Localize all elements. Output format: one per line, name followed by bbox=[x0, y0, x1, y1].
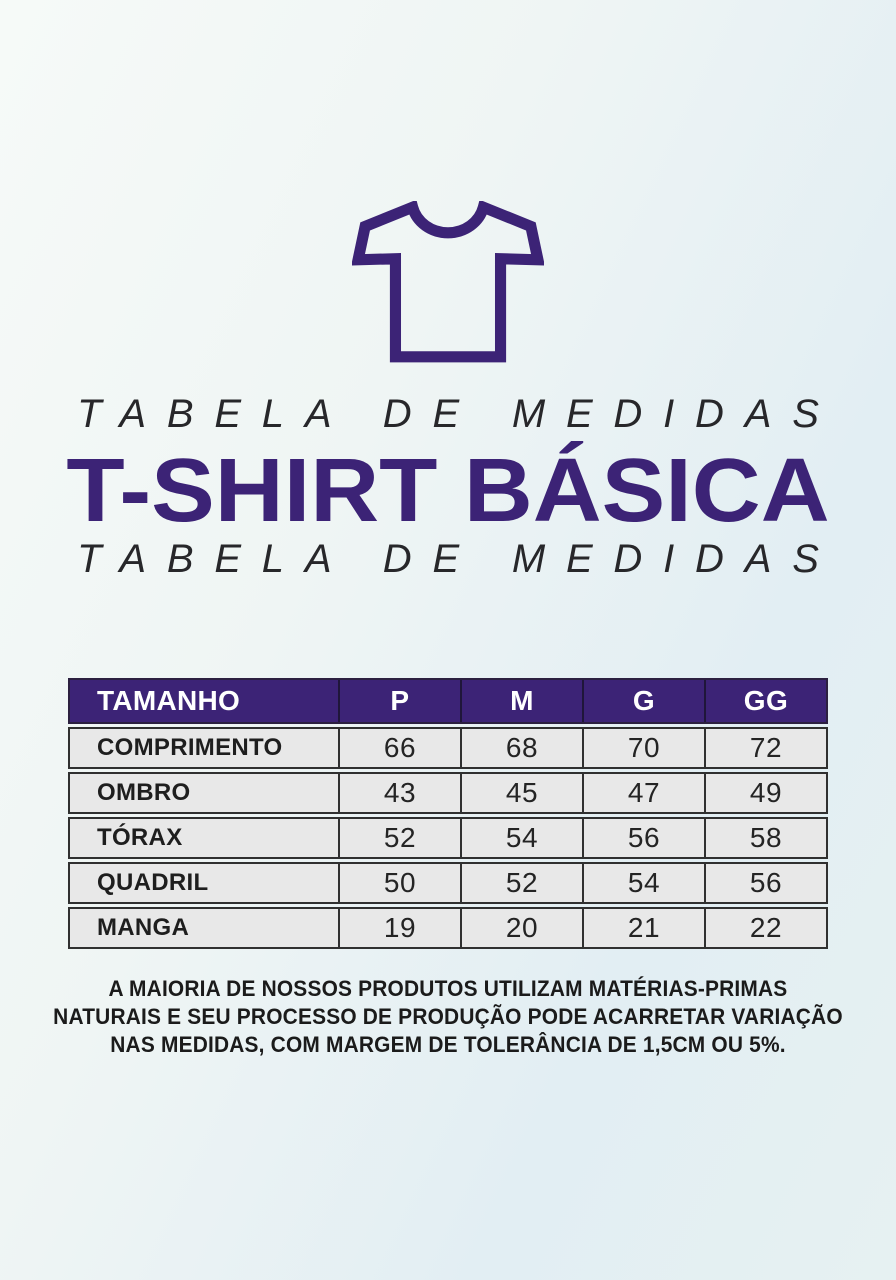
row-label: OMBRO bbox=[97, 779, 191, 806]
size-table: TAMANHO P M G GG COMPRIMENTO 66 68 70 72… bbox=[68, 678, 828, 952]
table-row-comprimento: COMPRIMENTO 66 68 70 72 bbox=[68, 727, 828, 769]
table-row-torax: TÓRAX 52 54 56 58 bbox=[68, 817, 828, 859]
subtitle-top: TABELA DE MEDIDAS bbox=[77, 392, 840, 436]
cell-value: 68 bbox=[460, 729, 582, 767]
cell-value: 20 bbox=[460, 909, 582, 947]
column-header-m: M bbox=[460, 680, 582, 722]
subtitle-bottom: TABELA DE MEDIDAS bbox=[77, 537, 840, 581]
cell-value: 72 bbox=[704, 729, 826, 767]
cell-value: 22 bbox=[704, 909, 826, 947]
cell-value: 58 bbox=[704, 819, 826, 857]
cell-value: 52 bbox=[338, 819, 460, 857]
cell-value: 49 bbox=[704, 774, 826, 812]
column-header-g: G bbox=[582, 680, 704, 722]
cell-value: 54 bbox=[582, 864, 704, 902]
row-label: MANGA bbox=[97, 914, 190, 941]
disclaimer-line-3: NAS MEDIDAS, COM MARGEM DE TOLERÂNCIA DE… bbox=[110, 1032, 786, 1057]
cell-value: 66 bbox=[338, 729, 460, 767]
row-label: COMPRIMENTO bbox=[97, 734, 283, 761]
disclaimer-line-2: NATURAIS E SEU PROCESSO DE PRODUÇÃO PODE… bbox=[53, 1004, 843, 1029]
column-header-gg: GG bbox=[704, 680, 826, 722]
cell-value: 54 bbox=[460, 819, 582, 857]
size-table-header-row: TAMANHO P M G GG bbox=[68, 678, 828, 724]
table-row-manga: MANGA 19 20 21 22 bbox=[68, 907, 828, 949]
cell-value: 50 bbox=[338, 864, 460, 902]
cell-value: 43 bbox=[338, 774, 460, 812]
cell-value: 47 bbox=[582, 774, 704, 812]
cell-value: 70 bbox=[582, 729, 704, 767]
disclaimer-text: A MAIORIA DE NOSSOS PRODUTOS UTILIZAM MA… bbox=[22, 975, 873, 1059]
disclaimer-line-1: A MAIORIA DE NOSSOS PRODUTOS UTILIZAM MA… bbox=[108, 976, 788, 1001]
column-header-p: P bbox=[338, 680, 460, 722]
cell-value: 45 bbox=[460, 774, 582, 812]
row-label: TÓRAX bbox=[97, 824, 183, 851]
tshirt-icon bbox=[352, 201, 544, 363]
cell-value: 19 bbox=[338, 909, 460, 947]
row-label: QUADRIL bbox=[97, 869, 209, 896]
cell-value: 56 bbox=[582, 819, 704, 857]
column-header-tamanho: TAMANHO bbox=[97, 685, 241, 716]
cell-value: 56 bbox=[704, 864, 826, 902]
cell-value: 52 bbox=[460, 864, 582, 902]
table-row-ombro: OMBRO 43 45 47 49 bbox=[68, 772, 828, 814]
cell-value: 21 bbox=[582, 909, 704, 947]
page-title: T-SHIRT BÁSICA bbox=[66, 441, 830, 541]
table-row-quadril: QUADRIL 50 52 54 56 bbox=[68, 862, 828, 904]
